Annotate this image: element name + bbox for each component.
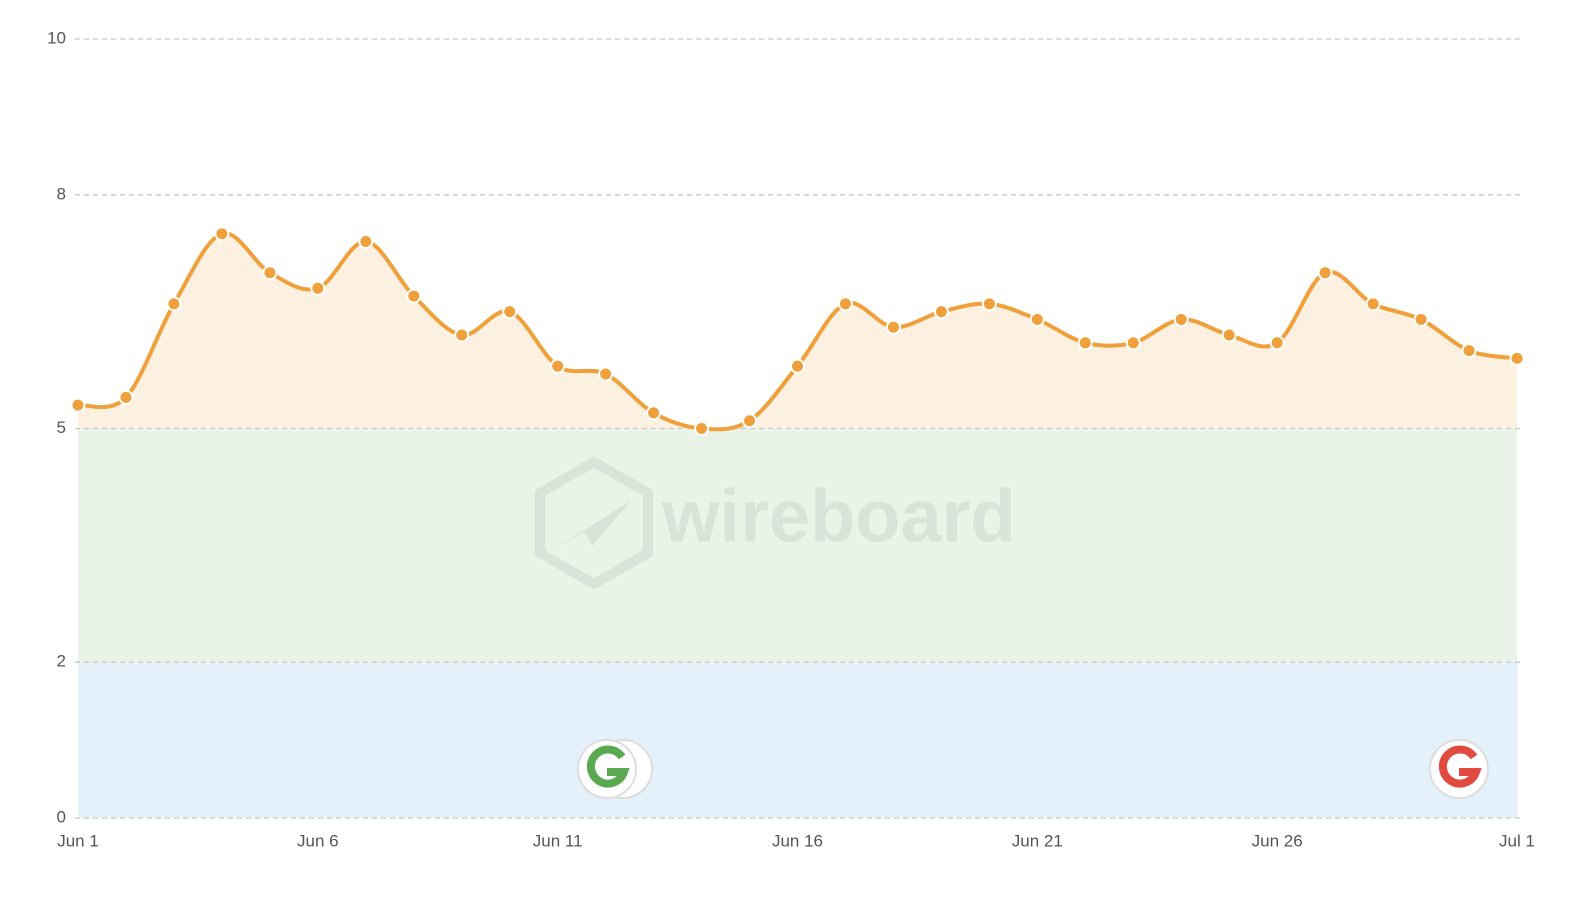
- y-tick-label: 5: [57, 418, 66, 437]
- point: [166, 296, 182, 312]
- point: [1269, 335, 1285, 351]
- y-tick-label: 10: [47, 28, 66, 47]
- point: [646, 405, 662, 421]
- x-tick-label: Jul 1: [1499, 831, 1535, 850]
- x-tick-label: Jun 1: [57, 831, 99, 850]
- event-marker[interactable]: [577, 739, 653, 799]
- band: [78, 428, 1517, 663]
- point: [790, 358, 805, 374]
- point: [933, 304, 949, 320]
- x-tick-label: Jun 16: [772, 831, 823, 850]
- point: [1221, 327, 1237, 343]
- point: [1077, 335, 1093, 351]
- event-marker[interactable]: [1429, 739, 1489, 799]
- point: [885, 319, 901, 335]
- point: [406, 288, 422, 304]
- watermark: wireboard: [535, 457, 1016, 589]
- point: [1413, 311, 1429, 327]
- point: [1365, 296, 1381, 312]
- point: [502, 304, 518, 320]
- point: [310, 280, 326, 296]
- point: [70, 397, 86, 413]
- point: [1029, 311, 1045, 327]
- y-tick-label: 8: [57, 184, 66, 203]
- band: [78, 662, 1517, 818]
- point: [981, 296, 997, 312]
- point: [742, 413, 758, 429]
- event-markers: [577, 739, 1489, 799]
- point: [1173, 311, 1189, 327]
- point: [1317, 265, 1333, 281]
- point: [118, 389, 134, 405]
- point: [262, 265, 278, 281]
- point: [1461, 343, 1477, 359]
- point: [694, 421, 710, 436]
- point: [1125, 335, 1141, 351]
- point: [598, 366, 614, 382]
- point: [837, 296, 853, 312]
- point: [1509, 350, 1525, 366]
- x-tick-label: Jun 6: [297, 831, 339, 850]
- x-tick-label: Jun 26: [1252, 831, 1303, 850]
- watermark-text: wireboard: [661, 475, 1016, 558]
- point: [358, 234, 374, 250]
- x-tick-label: Jun 11: [533, 831, 583, 850]
- x-tick-label: Jun 21: [1012, 831, 1063, 850]
- point: [214, 226, 230, 242]
- point: [454, 327, 470, 343]
- y-tick-label: 0: [57, 807, 66, 826]
- point: [550, 358, 566, 374]
- y-tick-label: 2: [57, 652, 66, 671]
